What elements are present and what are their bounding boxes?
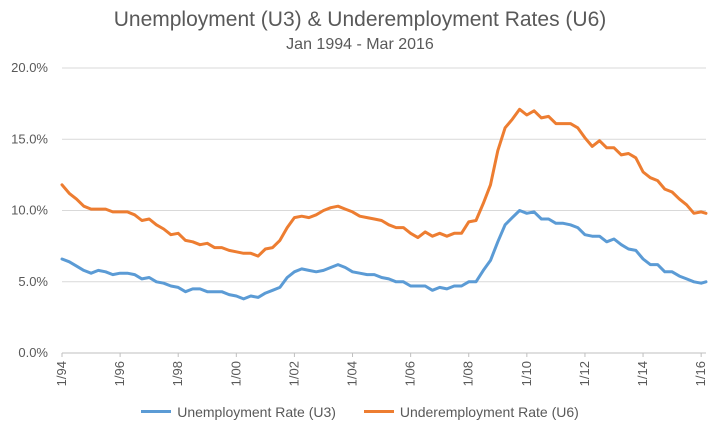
gridlines <box>62 67 706 354</box>
chart-title: Unemployment (U3) & Underemployment Rate… <box>113 8 607 31</box>
legend-label-u6: Underemployment Rate (U6) <box>399 403 579 420</box>
y-tick-label: 15.0% <box>11 131 48 146</box>
series-line-u6 <box>60 107 708 258</box>
chart-subtitle: Jan 1994 - Mar 2016 <box>286 36 434 53</box>
legend-item-u6: Underemployment Rate (U6) <box>363 403 579 420</box>
x-tick-label: 1/96 <box>112 361 127 386</box>
x-tick-label: 1/16 <box>693 361 708 386</box>
series-lines <box>60 107 708 301</box>
y-tick-label: 0.0% <box>18 345 48 360</box>
x-tick-label: 1/02 <box>286 361 301 386</box>
x-axis-ticks: 1/94 1/96 1/98 1/00 1/02 1/04 1/06 1/08 1/10 1/12… <box>54 353 708 386</box>
y-tick-label: 10.0% <box>11 203 48 218</box>
x-tick-label: 1/10 <box>519 361 534 386</box>
x-tick-label: 1/98 <box>170 361 185 386</box>
x-tick-label: 1/06 <box>403 361 418 386</box>
x-tick-label: 1/12 <box>577 361 592 386</box>
x-tick-label: 1/94 <box>54 361 69 386</box>
y-tick-label: 5.0% <box>18 274 48 289</box>
x-tick-label: 1/04 <box>345 361 360 386</box>
legend-swatch-u6 <box>363 410 394 413</box>
legend: Unemployment Rate (U3) Underemployment R… <box>0 400 720 420</box>
y-tick-label: 20.0% <box>11 60 48 75</box>
legend-label-u3: Unemployment Rate (U3) <box>177 403 336 420</box>
legend-item-u3: Unemployment Rate (U3) <box>141 404 336 420</box>
x-tick-label: 1/14 <box>635 361 650 386</box>
chart-plot-area: 0.0% 5.0% 10.0% 15.0% 20.0% 1/94 1/96 1/98 1/00… <box>11 60 708 386</box>
y-axis-ticks: 0.0% 5.0% 10.0% 15.0% 20.0% <box>11 60 48 360</box>
legend-swatch-u3 <box>141 410 172 413</box>
series-line-u3 <box>60 209 708 301</box>
x-tick-label: 1/00 <box>228 361 243 386</box>
x-tick-label: 1/08 <box>461 361 476 386</box>
